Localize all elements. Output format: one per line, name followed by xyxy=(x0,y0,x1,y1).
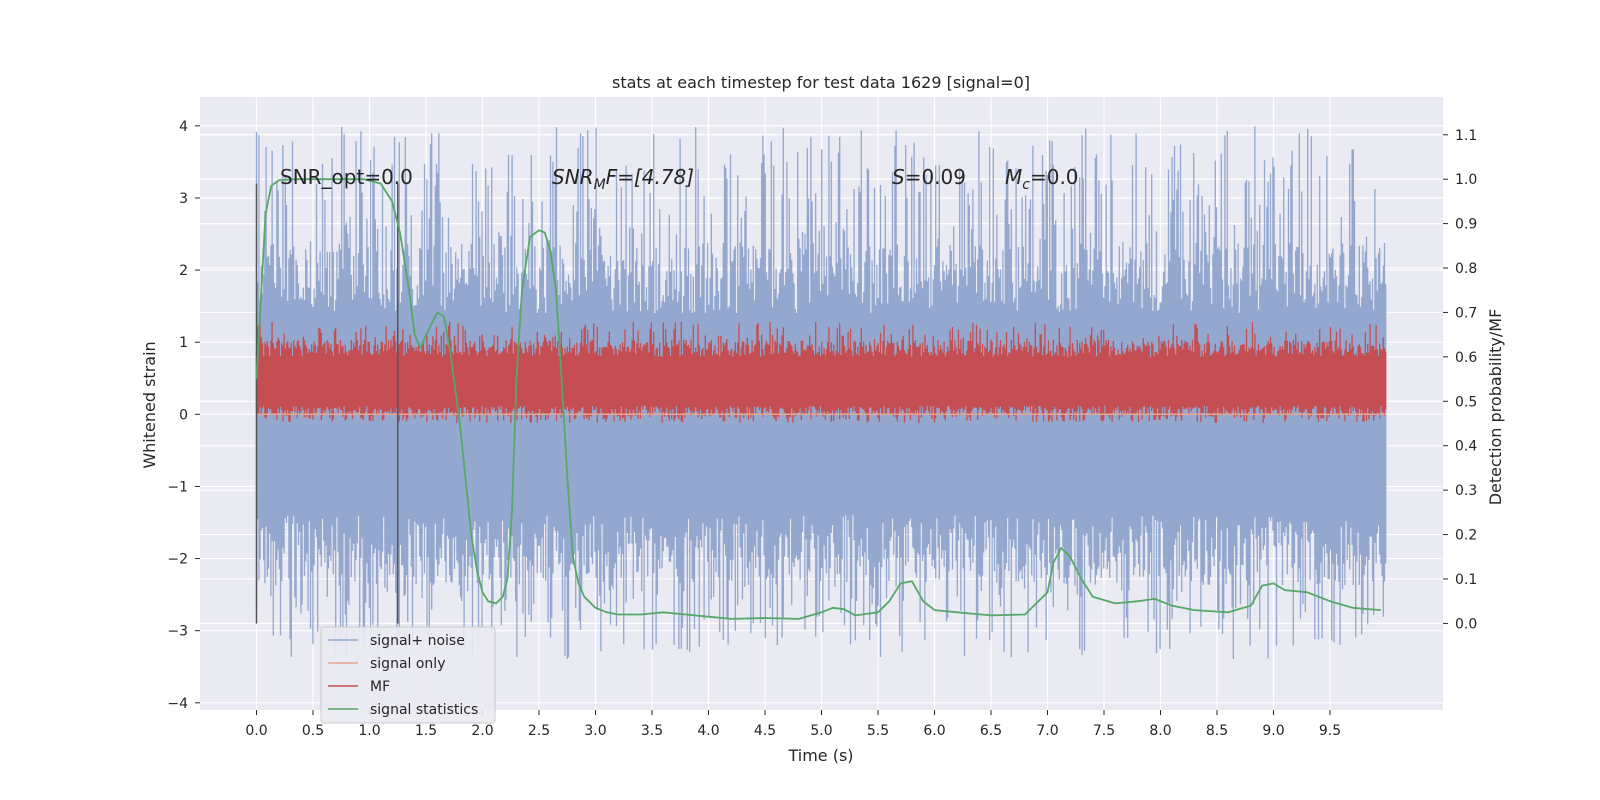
annotation-snr-mf: SNRMF=[4.78] xyxy=(552,165,694,193)
snr-mf-main: SNR xyxy=(552,165,594,189)
y2-tick-label-4: 0.4 xyxy=(1455,439,1477,455)
y2-tick-label-8: 0.8 xyxy=(1455,261,1477,277)
x-tick-label-3: 1.5 xyxy=(415,723,437,739)
y2-tick-label-11: 1.1 xyxy=(1455,128,1477,144)
legend-label-signal-only: signal only xyxy=(370,656,445,672)
x-tick-label-15: 7.5 xyxy=(1093,723,1115,739)
legend-label-signal-statistics: signal statistics xyxy=(370,702,478,718)
y2-axis-ticks: 0.0 0.1 0.2 0.3 0.4 0.5 0.6 0.7 0.8 0.9 1.0 1.1 xyxy=(1443,128,1477,632)
chart-title: stats at each timestep for test data 162… xyxy=(612,73,1030,92)
y-tick-label-0: −4 xyxy=(167,696,188,712)
y-axis-ticks: −4 −3 −2 −1 0 1 2 3 4 xyxy=(167,119,200,712)
y-tick-label-2: −2 xyxy=(167,552,188,568)
mc-value: =0.0 xyxy=(1030,165,1079,189)
snr-mf-sub: M xyxy=(594,177,606,193)
x-tick-label-1: 0.5 xyxy=(302,723,324,739)
y-tick-label-7: 3 xyxy=(179,191,188,207)
x-tick-label-6: 3.0 xyxy=(584,723,606,739)
x-tick-label-8: 4.0 xyxy=(697,723,719,739)
y2-tick-label-0: 0.0 xyxy=(1455,616,1477,632)
x-tick-label-13: 6.5 xyxy=(980,723,1002,739)
y2-tick-label-6: 0.6 xyxy=(1455,350,1477,366)
x-tick-label-10: 5.0 xyxy=(810,723,832,739)
y-tick-label-8: 4 xyxy=(179,119,188,135)
y2-tick-label-1: 0.1 xyxy=(1455,572,1477,588)
legend-label-mf: MF xyxy=(370,679,390,695)
y-tick-label-3: −1 xyxy=(167,479,188,495)
x-tick-label-11: 5.5 xyxy=(867,723,889,739)
y-tick-label-5: 1 xyxy=(179,335,188,351)
x-tick-label-5: 2.5 xyxy=(528,723,550,739)
mc-sub: c xyxy=(1022,177,1030,193)
y2-tick-label-3: 0.3 xyxy=(1455,483,1477,499)
y2-tick-label-2: 0.2 xyxy=(1455,528,1477,544)
x-tick-label-12: 6.0 xyxy=(923,723,945,739)
y2-tick-label-5: 0.5 xyxy=(1455,394,1477,410)
signal-statistics-series xyxy=(255,178,1381,620)
y-axis-title: Whitened strain xyxy=(140,341,159,468)
legend: signal+ noise signal only MF signal stat… xyxy=(320,626,496,724)
mc-main: M xyxy=(1005,165,1022,189)
s-value: =0.09 xyxy=(905,165,966,189)
x-tick-label-9: 4.5 xyxy=(754,723,776,739)
annotation-s: S=0.09 xyxy=(892,165,966,189)
x-tick-label-0: 0.0 xyxy=(245,723,267,739)
x-tick-label-17: 8.5 xyxy=(1206,723,1228,739)
x-axis-title: Time (s) xyxy=(787,746,853,765)
x-tick-label-16: 8.0 xyxy=(1149,723,1171,739)
snr-mf-rest: F=[4.78] xyxy=(606,165,694,189)
x-tick-label-2: 1.0 xyxy=(358,723,380,739)
vertical-markers xyxy=(255,183,399,624)
x-axis-ticks: 0.0 0.5 1.0 1.5 2.0 2.5 3.0 3.5 4.0 4.5 5.0 5.5 6.0 6… xyxy=(245,710,1341,739)
y2-axis-title: Detection probability/MF xyxy=(1486,309,1505,506)
y-tick-label-6: 2 xyxy=(179,263,188,279)
y2-tick-label-9: 0.9 xyxy=(1455,217,1477,233)
y2-tick-label-7: 0.7 xyxy=(1455,305,1477,321)
annotation-mc: Mc=0.0 xyxy=(1005,165,1079,193)
legend-box xyxy=(320,626,496,724)
y-tick-label-4: 0 xyxy=(179,407,188,423)
y2-tick-label-10: 1.0 xyxy=(1455,172,1477,188)
x-tick-label-7: 3.5 xyxy=(641,723,663,739)
signal-statistics-line xyxy=(255,178,1381,620)
y-tick-label-1: −3 xyxy=(167,624,188,640)
s-symbol: S xyxy=(892,165,905,189)
x-tick-label-14: 7.0 xyxy=(1036,723,1058,739)
annotation-snr-opt: SNR_opt=0.0 xyxy=(280,165,413,189)
legend-label-signal-noise: signal+ noise xyxy=(370,633,465,649)
x-tick-label-18: 9.0 xyxy=(1262,723,1284,739)
x-tick-label-4: 2.0 xyxy=(471,723,493,739)
x-tick-label-19: 9.5 xyxy=(1319,723,1341,739)
